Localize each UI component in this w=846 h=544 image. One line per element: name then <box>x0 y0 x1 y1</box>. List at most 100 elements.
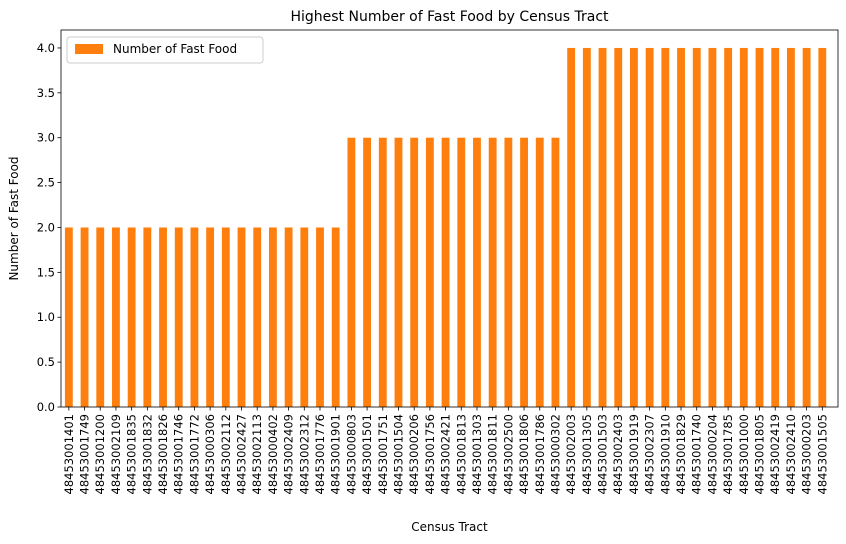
bar-48453001503 <box>598 47 607 407</box>
y-tick-label: 1.0 <box>37 310 55 324</box>
x-tick-label: 48453002403 <box>611 414 625 494</box>
bar-48453001303 <box>473 137 481 407</box>
y-tick-label: 0.5 <box>37 355 55 369</box>
x-tick-label: 48453000402 <box>266 414 280 494</box>
bars-group <box>64 47 827 407</box>
bar-48453002409 <box>284 227 293 407</box>
legend-label: Number of Fast Food <box>113 42 237 56</box>
x-tick-label: 48453002113 <box>250 414 264 494</box>
x-tick-label: 48453002409 <box>282 414 296 494</box>
bar-48453001901 <box>331 227 340 407</box>
bar-48453001832 <box>143 227 152 407</box>
bar-48453001919 <box>630 47 638 407</box>
y-axis-title: Number of Fast Food <box>7 156 21 280</box>
plot-frame <box>60 29 839 408</box>
bar-48453001835 <box>127 227 136 407</box>
bar-48453000306 <box>206 227 215 407</box>
y-tick-label: 2.5 <box>37 176 55 190</box>
bar-48453001305 <box>582 47 591 407</box>
bar-48453001000 <box>739 47 748 407</box>
x-tick-label: 48453000204 <box>705 414 719 494</box>
y-tick-label: 1.5 <box>37 265 55 279</box>
bar-48453000402 <box>268 227 277 407</box>
bar-48453001740 <box>692 47 701 407</box>
bar-48453002403 <box>614 47 623 407</box>
bar-48453001811 <box>488 137 497 407</box>
bar-48453002109 <box>112 227 120 407</box>
bar-48453000203 <box>802 47 811 407</box>
x-tick-label: 48453001303 <box>470 414 484 494</box>
x-tick-label: 48453001806 <box>517 414 531 494</box>
x-tick-label: 48453002003 <box>564 414 578 494</box>
bar-48453001749 <box>80 227 89 407</box>
x-tick-label: 48453002427 <box>235 414 249 494</box>
chart-title: Highest Number of Fast Food by Census Tr… <box>290 9 609 25</box>
bar-48453000204 <box>708 47 717 407</box>
bar-48453001746 <box>174 227 183 407</box>
bar-48453002312 <box>300 227 309 407</box>
y-tick-label: 2.0 <box>37 220 55 234</box>
y-axis: 0.0 0.5 1.0 1.5 2.0 2.5 3.0 3.5 4.0 <box>37 41 61 414</box>
x-tick-label: 48453001503 <box>596 414 610 494</box>
x-tick-label: 48453001772 <box>187 414 201 494</box>
bar-48453002410 <box>786 47 795 407</box>
bar-48453001776 <box>316 227 324 407</box>
bar-48453002003 <box>567 47 576 407</box>
x-axis: 48453001401 48453001749 48453001200 4845300… <box>62 407 829 494</box>
bar-48453001772 <box>190 227 199 407</box>
x-tick-label: 48453001305 <box>580 414 594 494</box>
y-tick-label: 3.0 <box>37 131 55 145</box>
bar-48453000206 <box>410 137 419 407</box>
x-tick-label: 48453001501 <box>360 414 374 494</box>
x-tick-label: 48453001785 <box>721 414 735 494</box>
bar-48453001501 <box>363 137 372 407</box>
x-tick-label: 48453001805 <box>753 414 767 494</box>
x-tick-label: 48453001832 <box>140 414 154 494</box>
x-tick-label: 48453002421 <box>439 414 453 494</box>
x-tick-label: 48453001829 <box>674 414 688 494</box>
bar-48453001505 <box>818 47 827 407</box>
bar-48453000302 <box>551 137 560 407</box>
bar-48453001829 <box>677 47 685 407</box>
x-tick-label: 48453001401 <box>62 414 76 494</box>
x-tick-label: 48453002410 <box>784 414 798 494</box>
x-tick-label: 48453001749 <box>78 414 92 494</box>
bar-48453002112 <box>221 227 230 407</box>
y-tick-label: 0.0 <box>37 400 55 414</box>
x-tick-label: 48453001000 <box>737 414 751 494</box>
bar-48453001813 <box>457 137 466 407</box>
x-tick-label: 48453001910 <box>658 414 672 494</box>
x-tick-label: 48453001740 <box>690 414 704 494</box>
x-tick-label: 48453001200 <box>93 414 107 494</box>
x-tick-label: 48453002500 <box>501 414 515 494</box>
bar-48453001806 <box>520 137 528 407</box>
bar-48453002113 <box>253 227 262 407</box>
bar-48453002419 <box>771 47 780 407</box>
legend-swatch <box>75 44 103 54</box>
bar-48453002427 <box>237 227 246 407</box>
x-tick-label: 48453001786 <box>533 414 547 494</box>
x-tick-label: 48453001751 <box>376 414 390 494</box>
x-tick-label: 48453001835 <box>125 414 139 494</box>
x-tick-label: 48453001826 <box>156 414 170 494</box>
bar-48453002421 <box>441 137 450 407</box>
x-tick-label: 48453002109 <box>109 414 123 494</box>
bar-48453001910 <box>661 47 670 407</box>
x-tick-label: 48453000206 <box>407 414 421 494</box>
x-tick-label: 48453001813 <box>454 414 468 494</box>
x-axis-title: Census Tract <box>411 520 488 534</box>
x-tick-label: 48453001811 <box>486 414 500 494</box>
x-tick-label: 48453001756 <box>423 414 437 494</box>
y-tick-label: 4.0 <box>37 41 55 55</box>
x-tick-label: 48453001505 <box>815 414 829 494</box>
x-tick-label: 48453000203 <box>800 414 814 494</box>
bar-48453001826 <box>159 227 167 407</box>
legend-box <box>66 36 264 64</box>
x-tick-label: 48453001919 <box>627 414 641 494</box>
x-tick-label: 48453002312 <box>297 414 311 494</box>
bar-48453001756 <box>425 137 434 407</box>
bar-48453002500 <box>504 137 513 407</box>
bar-48453001504 <box>394 137 403 407</box>
bar-48453002307 <box>645 47 654 407</box>
